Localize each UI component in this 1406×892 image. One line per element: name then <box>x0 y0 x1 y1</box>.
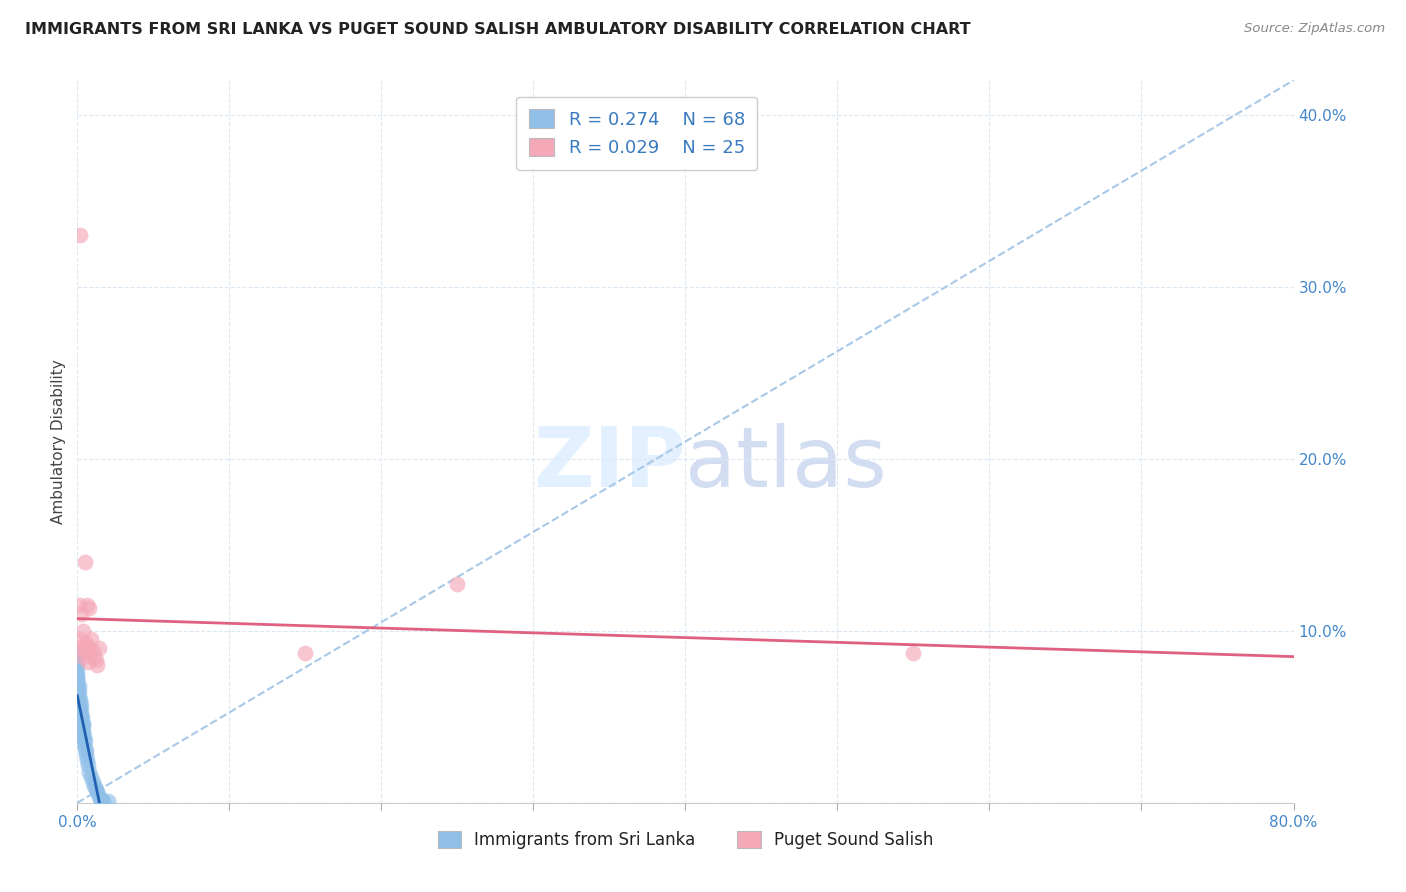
Point <box>66 662 89 676</box>
Text: ZIP: ZIP <box>533 423 686 504</box>
Point <box>66 672 89 686</box>
Point <box>67 696 90 710</box>
Point <box>87 640 110 655</box>
Point <box>72 735 94 749</box>
Point <box>73 740 96 755</box>
Point <box>73 555 96 569</box>
Point <box>69 228 91 243</box>
Point <box>97 794 120 808</box>
Point <box>69 718 91 732</box>
Point <box>83 649 105 664</box>
Point <box>66 646 89 660</box>
Point <box>70 714 93 729</box>
Point <box>66 675 89 690</box>
Point <box>90 794 112 808</box>
Point <box>69 692 91 706</box>
Point <box>66 675 89 690</box>
Point <box>72 723 94 738</box>
Point <box>66 684 89 698</box>
Point <box>66 687 89 701</box>
Point <box>67 598 90 612</box>
Point <box>70 718 93 732</box>
Point <box>75 636 97 650</box>
Point <box>70 640 93 655</box>
Point <box>72 727 94 741</box>
Point <box>73 644 96 658</box>
Point <box>70 710 93 724</box>
Point <box>79 601 101 615</box>
Point <box>82 644 104 658</box>
Point <box>69 706 91 721</box>
Point <box>903 646 925 660</box>
Point <box>75 744 97 758</box>
Point <box>66 649 89 664</box>
Point <box>67 713 90 727</box>
Point <box>66 701 89 715</box>
Point <box>69 632 91 647</box>
Point <box>72 716 94 731</box>
Point <box>72 624 94 638</box>
Point <box>66 684 89 698</box>
Point <box>89 792 111 806</box>
Point <box>70 705 93 719</box>
Point <box>67 684 90 698</box>
Point <box>76 753 98 767</box>
Point <box>446 577 468 591</box>
Point <box>82 775 104 789</box>
Point <box>66 701 89 715</box>
Text: Source: ZipAtlas.com: Source: ZipAtlas.com <box>1244 22 1385 36</box>
Point <box>79 764 101 779</box>
Point <box>84 782 107 797</box>
Point <box>69 713 91 727</box>
Point <box>66 666 89 681</box>
Point <box>73 731 96 745</box>
Point <box>66 655 89 669</box>
Point <box>69 701 91 715</box>
Point <box>70 607 93 621</box>
Point <box>76 598 98 612</box>
Point <box>294 646 316 660</box>
Point <box>72 649 94 664</box>
Point <box>67 689 90 703</box>
Y-axis label: Ambulatory Disability: Ambulatory Disability <box>51 359 66 524</box>
Point <box>67 706 90 721</box>
Point <box>84 653 107 667</box>
Point <box>87 789 110 803</box>
Point <box>70 698 93 712</box>
Point <box>70 722 93 736</box>
Point <box>66 710 89 724</box>
Point <box>91 794 114 808</box>
Point <box>66 692 89 706</box>
Point <box>70 727 93 741</box>
Point <box>72 731 94 745</box>
Point <box>75 646 97 660</box>
Text: IMMIGRANTS FROM SRI LANKA VS PUGET SOUND SALISH AMBULATORY DISABILITY CORRELATIO: IMMIGRANTS FROM SRI LANKA VS PUGET SOUND… <box>25 22 972 37</box>
Point <box>66 679 89 693</box>
Point <box>66 670 89 684</box>
Point <box>67 701 90 715</box>
Point <box>83 779 105 793</box>
Point <box>72 718 94 732</box>
Point <box>77 655 100 669</box>
Point <box>70 710 93 724</box>
Point <box>80 632 103 647</box>
Point <box>69 701 91 715</box>
Point <box>67 718 90 732</box>
Point <box>69 710 91 724</box>
Point <box>77 640 100 655</box>
Text: atlas: atlas <box>686 423 887 504</box>
Point <box>80 770 103 784</box>
Point <box>66 692 89 706</box>
Point <box>73 638 96 652</box>
Point <box>66 692 89 706</box>
Point <box>86 658 108 673</box>
Point <box>75 747 97 762</box>
Point <box>69 727 91 741</box>
Point <box>73 734 96 748</box>
Point <box>66 658 89 673</box>
Point <box>77 758 100 772</box>
Point <box>67 679 90 693</box>
Point <box>86 785 108 799</box>
Legend: Immigrants from Sri Lanka, Puget Sound Salish: Immigrants from Sri Lanka, Puget Sound S… <box>432 824 939 856</box>
